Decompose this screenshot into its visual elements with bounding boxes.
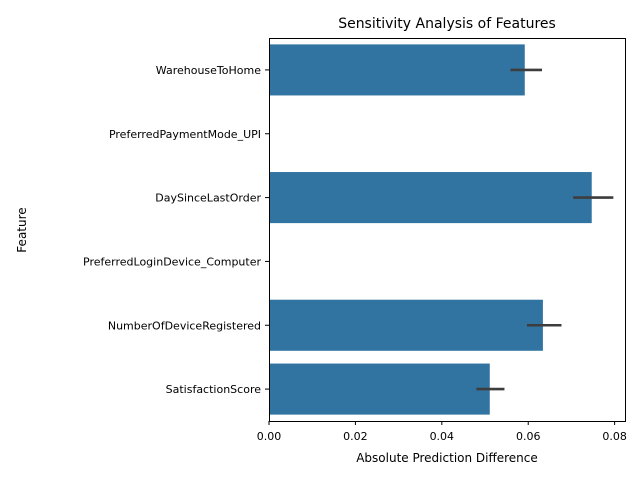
y-tick-label-1: PreferredPaymentMode_UPI [109,128,261,141]
y-tick-label-2: DaySinceLastOrder [155,192,261,205]
chart-title: Sensitivity Analysis of Features [338,16,556,32]
bar-2 [269,172,592,224]
y-tick-label-3: PreferredLoginDevice_Computer [83,255,261,268]
x-tick-label-4: 0.08 [602,430,627,443]
error-bars-group [476,68,614,391]
y-axis-ticks: WarehouseToHome PreferredPaymentMode_UPI D… [83,64,269,396]
x-tick-label-2: 0.04 [430,430,455,443]
bar-4 [269,299,543,351]
x-axis-label: Absolute Prediction Difference [356,451,538,465]
x-tick-label-1: 0.02 [343,430,368,443]
bars-group [269,44,592,415]
x-tick-label-0: 0.00 [257,430,282,443]
bar-5 [269,363,490,415]
bar-0 [269,44,525,96]
y-tick-label-5: SatisfactionScore [166,383,262,396]
y-tick-label-0: WarehouseToHome [156,64,261,77]
y-axis-label: Feature [15,207,29,252]
x-axis-ticks: 0.00 0.02 0.04 0.06 0.08 [257,421,627,443]
y-tick-label-4: NumberOfDeviceRegistered [108,319,261,332]
x-tick-label-3: 0.06 [516,430,541,443]
